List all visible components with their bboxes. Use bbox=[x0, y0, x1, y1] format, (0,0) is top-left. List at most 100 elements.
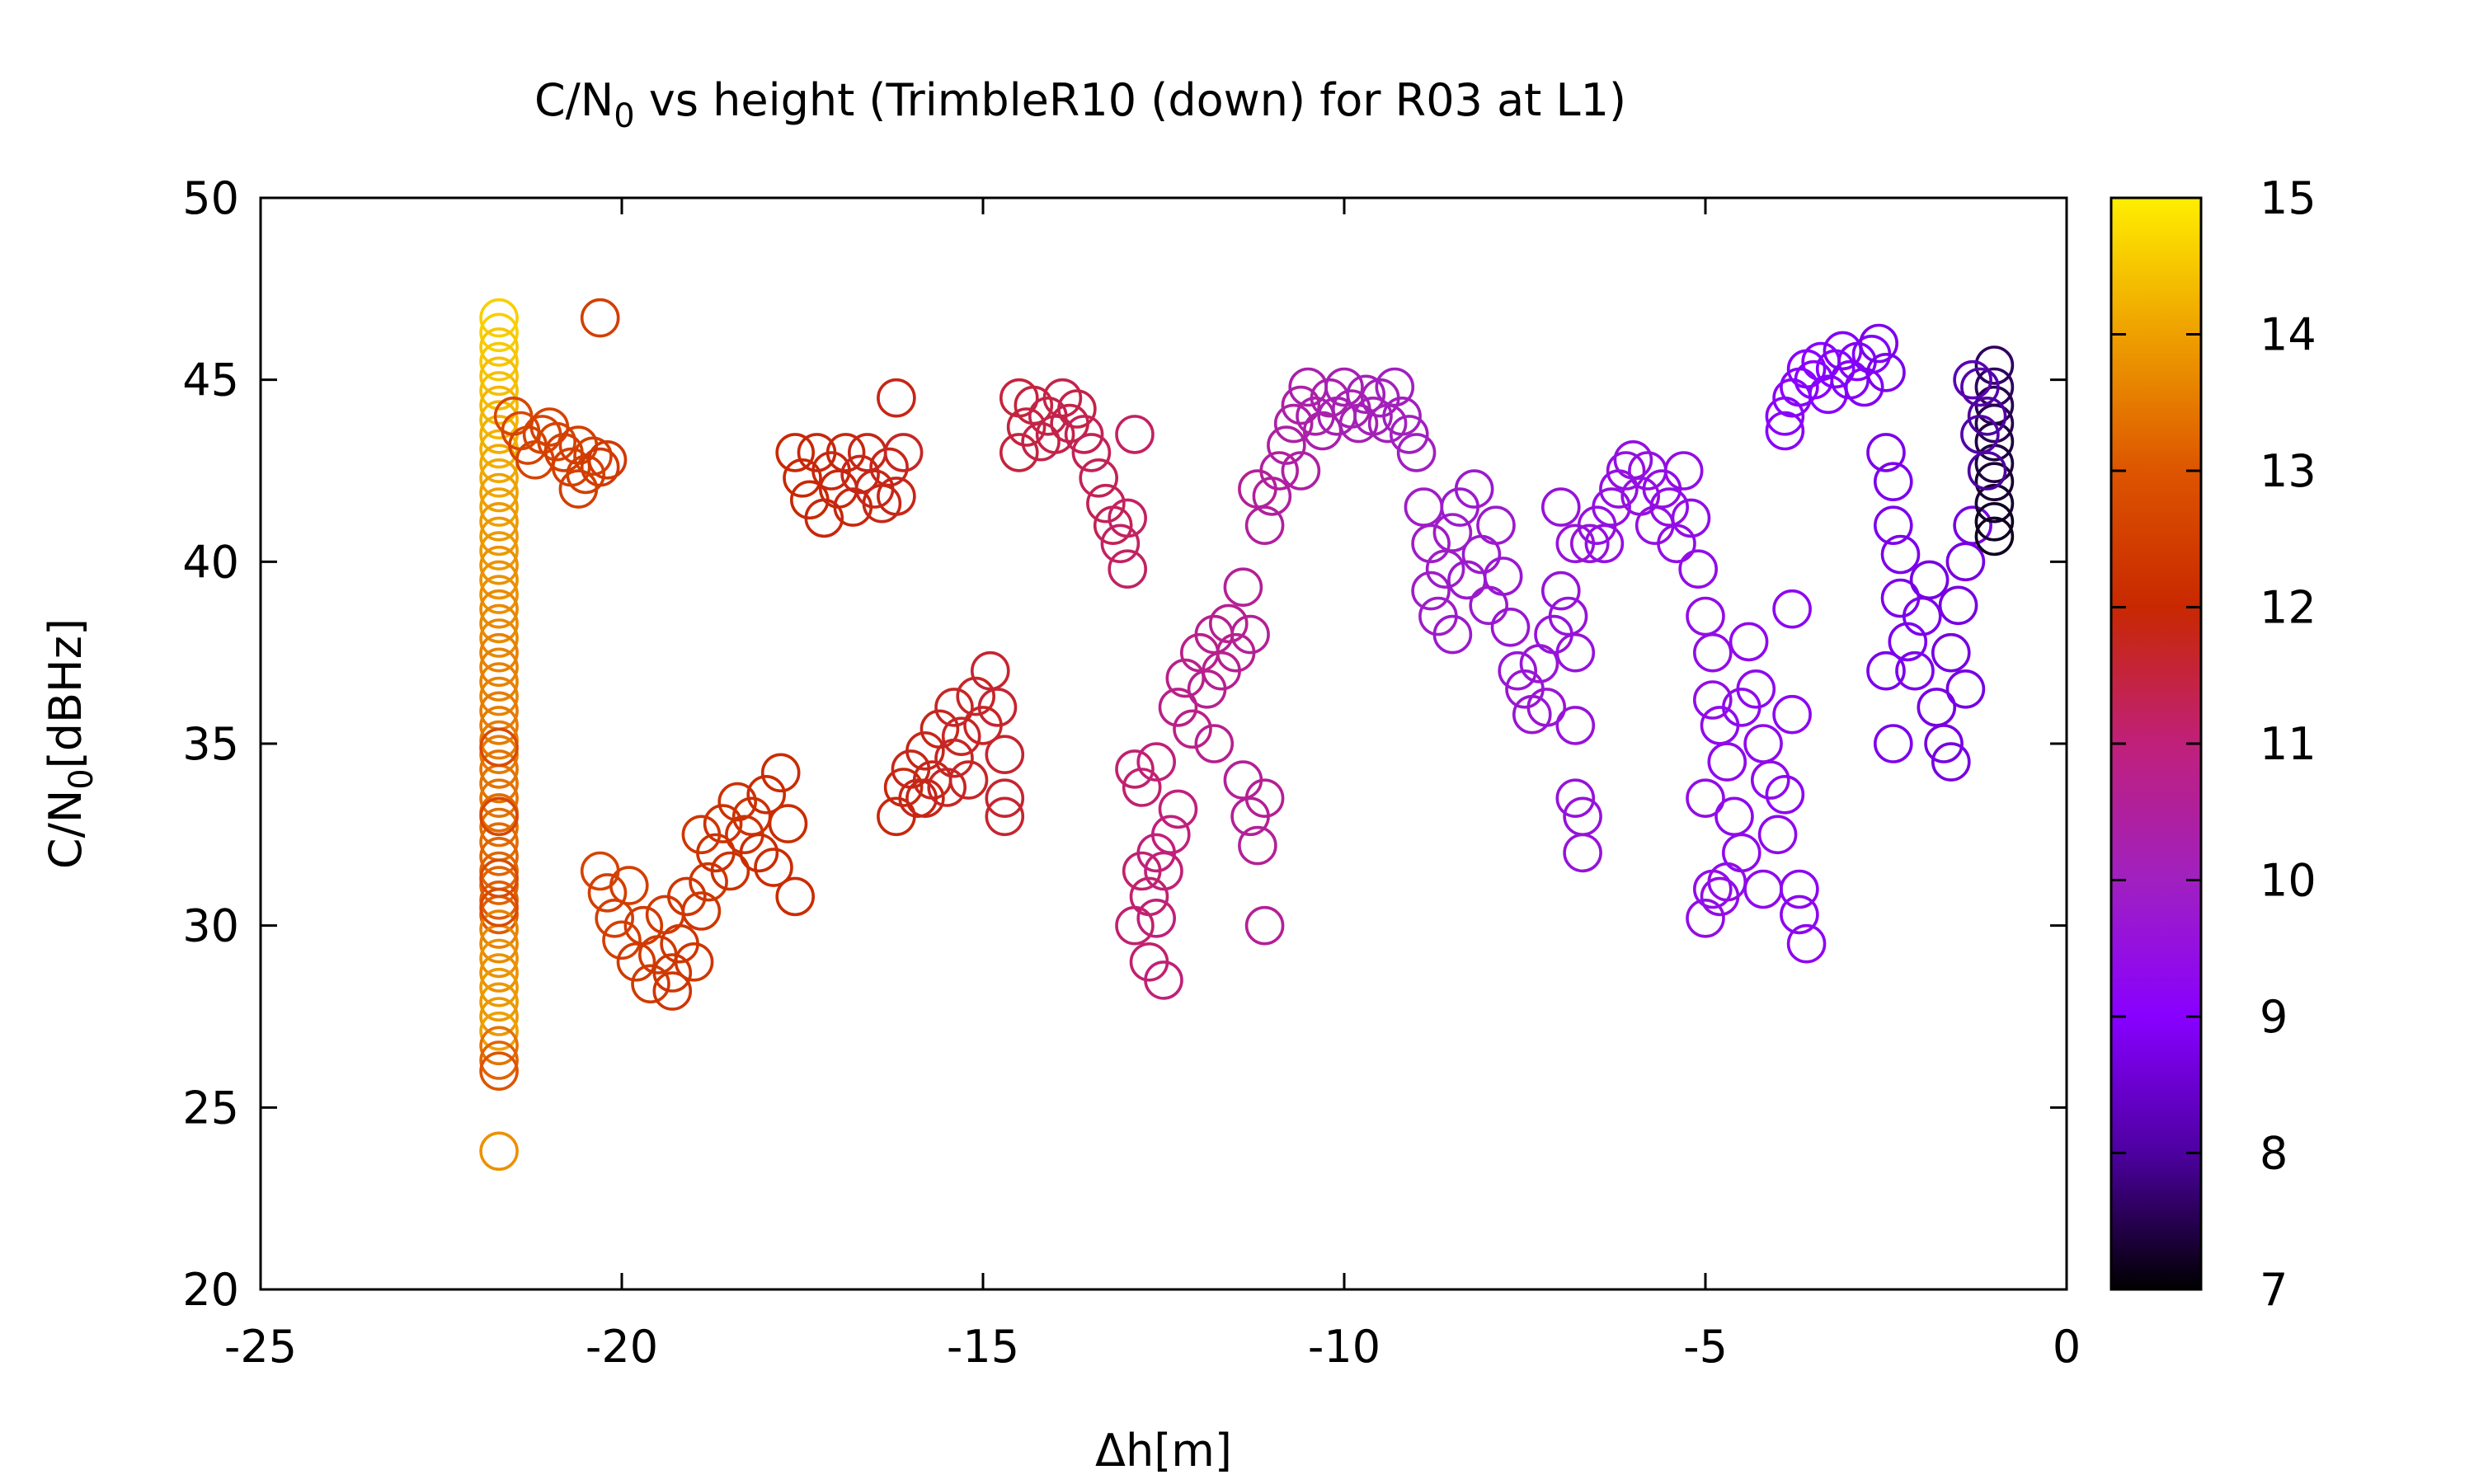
colorbar-tick-label: 11 bbox=[2260, 718, 2316, 770]
scatter-point bbox=[580, 298, 620, 338]
scatter-point bbox=[1281, 451, 1321, 491]
scatter-point bbox=[595, 899, 635, 938]
scatter-point bbox=[1678, 549, 1718, 589]
scatter-point bbox=[1404, 487, 1444, 527]
scatter-point bbox=[1367, 403, 1408, 444]
scatter-point bbox=[1136, 899, 1176, 938]
scatter-point bbox=[479, 618, 519, 658]
scatter-point bbox=[1541, 571, 1581, 611]
scatter-point bbox=[479, 472, 519, 513]
scatter-point bbox=[1974, 462, 2015, 502]
scatter-point bbox=[479, 516, 519, 556]
scatter-point bbox=[783, 458, 822, 498]
scatter-point bbox=[479, 1011, 519, 1051]
scatter-point bbox=[1765, 411, 1805, 451]
colorbar-tick-label: 10 bbox=[2260, 855, 2316, 907]
scatter-point bbox=[479, 298, 519, 338]
y-tick-label: 50 bbox=[182, 172, 239, 224]
x-tick-label: -10 bbox=[1308, 1321, 1380, 1373]
scatter-point bbox=[479, 501, 519, 542]
scatter-point bbox=[1700, 706, 1740, 745]
scatter-point bbox=[1931, 742, 1971, 782]
scatter-point bbox=[479, 796, 519, 837]
scatter-point bbox=[479, 603, 519, 644]
scatter-point bbox=[840, 454, 880, 495]
scatter-point bbox=[479, 531, 519, 571]
scatter-point bbox=[1346, 374, 1386, 415]
scatter-point bbox=[999, 433, 1039, 472]
x-tick-label: -20 bbox=[586, 1321, 658, 1373]
scatter-point bbox=[1173, 709, 1212, 749]
scatter-point bbox=[1570, 524, 1610, 564]
scatter-point bbox=[905, 778, 945, 819]
scatter-point bbox=[1115, 749, 1155, 789]
scatter-point bbox=[739, 833, 779, 873]
y-tick-label: 45 bbox=[182, 355, 239, 406]
scatter-point bbox=[1938, 585, 1978, 626]
y-tick-label: 40 bbox=[182, 536, 239, 588]
scatter-point bbox=[1144, 851, 1183, 891]
scatter-point bbox=[479, 982, 519, 1022]
scatter-point bbox=[1259, 451, 1299, 491]
scatter-point bbox=[1786, 923, 1827, 964]
scatter-point bbox=[768, 804, 808, 843]
scatter-point bbox=[1267, 425, 1306, 465]
scatter-point bbox=[479, 458, 519, 498]
scatter-point bbox=[1158, 688, 1198, 727]
axis-ticks: -25 -20 -15 -10 -5 0 20 25 30 35 40 45 50 bbox=[182, 172, 2081, 1373]
scatter-point bbox=[580, 447, 620, 487]
scatter-point bbox=[1411, 571, 1451, 611]
scatter-point bbox=[1151, 815, 1191, 855]
scatter-point bbox=[977, 688, 1018, 727]
scatter-point bbox=[1122, 768, 1162, 807]
scatter-point bbox=[1244, 905, 1285, 946]
scatter-point bbox=[1757, 815, 1798, 855]
scatter-point bbox=[1765, 774, 1805, 815]
colorbar-tick-label: 13 bbox=[2260, 445, 2316, 497]
scatter-point bbox=[1563, 833, 1602, 873]
scatter-point bbox=[1230, 614, 1270, 655]
scatter-point bbox=[934, 738, 974, 778]
scatter-point bbox=[1064, 415, 1104, 454]
scatter-point bbox=[1252, 477, 1292, 516]
scatter-point bbox=[479, 371, 519, 411]
scatter-point bbox=[1874, 462, 1913, 502]
scatter-point bbox=[1144, 960, 1183, 1000]
scatter-point bbox=[1454, 469, 1494, 509]
scatter-point bbox=[1541, 487, 1581, 527]
scatter-point bbox=[1815, 349, 1856, 389]
scatter-point bbox=[1751, 760, 1790, 800]
scatter-point bbox=[1432, 513, 1473, 552]
scatter-point bbox=[479, 647, 519, 688]
scatter-point bbox=[1324, 367, 1364, 407]
scatter-point bbox=[1663, 451, 1704, 491]
scatter-point bbox=[479, 938, 519, 979]
scatter-point bbox=[479, 1131, 519, 1172]
scatter-point bbox=[1953, 505, 1992, 546]
scatter-point bbox=[862, 483, 902, 524]
scatter-point bbox=[1880, 534, 1921, 575]
scatter-point bbox=[479, 749, 519, 789]
scatter-point bbox=[479, 385, 519, 425]
scatter-point bbox=[1874, 724, 1913, 763]
colorbar bbox=[2109, 196, 2203, 1291]
scatter-point bbox=[1743, 724, 1783, 763]
scatter-point bbox=[1736, 669, 1776, 709]
scatter-point bbox=[674, 942, 714, 982]
scatter-point bbox=[1859, 323, 1898, 364]
scatter-point bbox=[703, 804, 743, 843]
scatter-point bbox=[883, 768, 924, 807]
scatter-point bbox=[746, 774, 787, 815]
scatter-point bbox=[1483, 556, 1523, 596]
scatter-point bbox=[1707, 742, 1747, 782]
scatter-point bbox=[1548, 596, 1588, 636]
scatter-point bbox=[479, 778, 519, 819]
scatter-point bbox=[479, 545, 519, 585]
scatter-point bbox=[1657, 524, 1696, 564]
scatter-point bbox=[1967, 396, 2007, 436]
scatter-point bbox=[956, 676, 995, 716]
scatter-point bbox=[1086, 483, 1126, 524]
scatter-point bbox=[1874, 505, 1913, 546]
y-tick-label: 20 bbox=[182, 1264, 239, 1316]
scatter-point bbox=[1490, 607, 1531, 647]
